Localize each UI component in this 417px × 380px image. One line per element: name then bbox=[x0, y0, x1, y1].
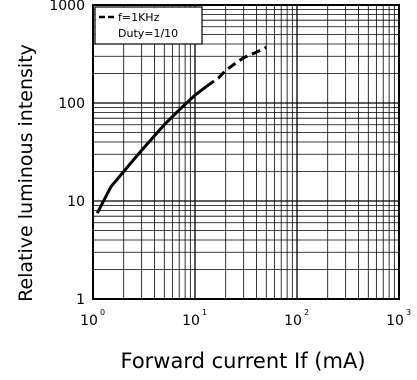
x-tick-label: 10 bbox=[182, 313, 200, 329]
y-axis-label: Relative luminous intensity bbox=[15, 44, 37, 302]
plot-frame bbox=[92, 4, 400, 300]
x-tick-exponent: 1 bbox=[202, 308, 207, 317]
legend-entry-duty: Duty=1/10 bbox=[118, 27, 178, 40]
y-tick-label: 10 bbox=[67, 194, 85, 210]
x-tick-label: 10 bbox=[386, 313, 404, 329]
legend: f=1KHz Duty=1/10 bbox=[94, 6, 203, 45]
data-series bbox=[95, 45, 267, 214]
y-tick-label: 1000 bbox=[49, 0, 85, 14]
series-line-dc bbox=[95, 85, 208, 214]
x-tick-exponent: 0 bbox=[100, 308, 105, 317]
y-tick-label: 1 bbox=[76, 292, 85, 308]
x-axis-label: Forward current If (mA) bbox=[120, 349, 365, 373]
legend-entry-frequency: f=1KHz bbox=[118, 11, 160, 24]
legend-box bbox=[94, 6, 203, 45]
x-tick-label: 10 bbox=[80, 313, 98, 329]
x-tick-exponent: 2 bbox=[304, 308, 309, 317]
y-tick-label: 100 bbox=[58, 96, 85, 112]
series-line-pulsed bbox=[205, 45, 267, 88]
x-tick-exponent: 3 bbox=[406, 308, 411, 317]
x-tick-label: 10 bbox=[284, 313, 302, 329]
